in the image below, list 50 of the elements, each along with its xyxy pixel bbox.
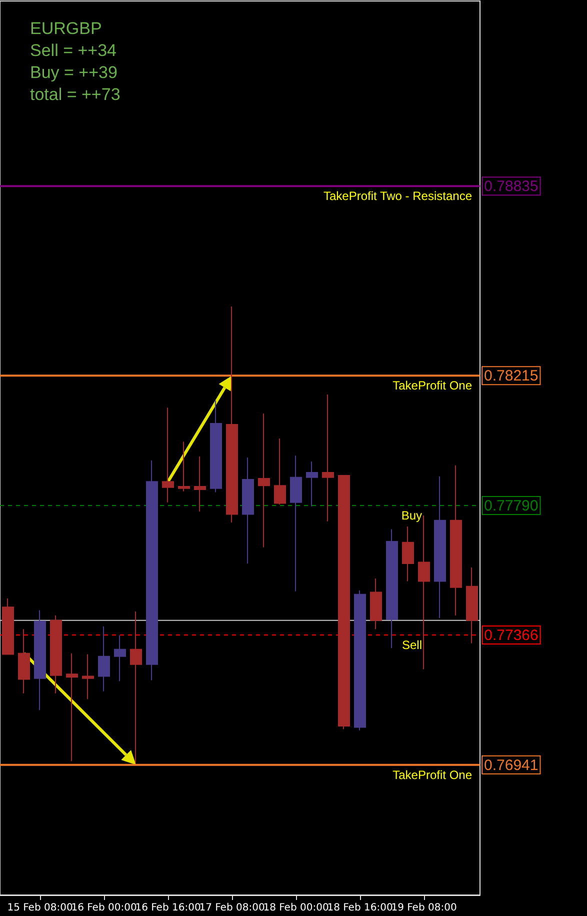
candlestick <box>50 614 62 694</box>
annotation: total = ++73 <box>30 85 120 104</box>
candlestick <box>338 475 350 730</box>
candlestick <box>306 460 318 507</box>
candlestick <box>290 455 302 592</box>
candlestick <box>114 634 126 682</box>
ref-line-label: Buy <box>401 508 422 522</box>
candlestick <box>178 441 190 492</box>
candlestick <box>402 526 414 582</box>
x-tick-label: 15 Feb 08:00 <box>7 902 73 914</box>
x-tick-label: 18 Feb 16:00 <box>327 902 393 914</box>
candlestick <box>354 590 366 731</box>
x-tick-label: 16 Feb 16:00 <box>135 902 201 914</box>
candlestick <box>466 566 478 644</box>
candlestick <box>162 407 174 503</box>
candlestick <box>226 306 238 524</box>
annotation: Sell = ++34 <box>30 41 116 60</box>
candlestick <box>210 400 222 493</box>
candlestick <box>322 394 334 522</box>
candlestick <box>242 456 254 564</box>
candlestick <box>386 528 398 649</box>
candlestick <box>274 438 286 506</box>
ref-line-label: TakeProfit Two - Resistance <box>323 189 472 204</box>
candlestick <box>450 464 462 616</box>
candlestick <box>18 628 30 694</box>
x-tick-label: 17 Feb 08:00 <box>199 902 265 914</box>
candlestick <box>370 578 382 630</box>
x-tick-label: 19 Feb 08:00 <box>391 902 457 914</box>
y-tick-label: 0.76941 <box>484 756 538 774</box>
candlestick <box>434 476 446 619</box>
candlestick <box>98 626 110 692</box>
candlestick <box>34 610 46 711</box>
ref-line-label: TakeProfit One <box>392 378 472 393</box>
ref-line-label: Sell <box>402 638 422 652</box>
y-tick-label: 0.77790 <box>484 497 538 514</box>
annotation: Buy = ++39 <box>30 63 118 82</box>
annotation: EURGBP <box>30 19 102 38</box>
candlestick <box>194 456 206 512</box>
candlestick <box>82 654 94 700</box>
candlestick <box>130 610 142 764</box>
y-tick-label: 0.77366 <box>484 626 538 644</box>
x-tick-label: 16 Feb 00:00 <box>71 902 137 914</box>
y-tick-label: 0.78835 <box>484 178 538 196</box>
y-tick-label: 0.78215 <box>484 368 538 385</box>
ref-line-label: TakeProfit One <box>392 768 472 782</box>
x-tick-label: 18 Feb 00:00 <box>263 902 329 914</box>
candlestick <box>2 598 14 655</box>
candlestick <box>258 412 270 548</box>
candlestick <box>146 460 158 681</box>
candlestick <box>66 652 78 762</box>
